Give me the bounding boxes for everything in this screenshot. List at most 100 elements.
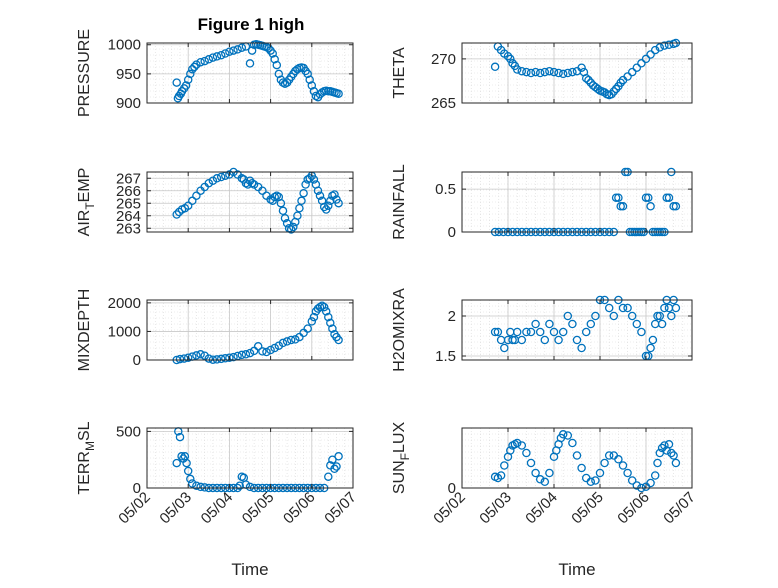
- data-point: [183, 201, 193, 210]
- data-point: [270, 55, 279, 64]
- data-point: [657, 319, 667, 329]
- y-axis-label: PRESSURE: [76, 29, 93, 117]
- y-tick-label: 2000: [108, 295, 141, 312]
- y-axis-label: RAINFALL: [391, 164, 408, 240]
- data-series: [172, 301, 343, 365]
- data-point: [237, 43, 247, 52]
- data-point: [660, 41, 669, 50]
- data-point: [522, 67, 531, 77]
- data-point: [611, 84, 621, 94]
- data-point: [586, 477, 596, 487]
- data-point: [321, 307, 331, 316]
- data-point: [591, 476, 600, 485]
- data-point: [270, 192, 279, 202]
- data-point: [671, 202, 681, 211]
- data-point: [627, 476, 637, 485]
- data-point: [623, 72, 632, 81]
- data-point: [324, 472, 333, 481]
- data-point: [324, 201, 333, 210]
- data-point: [493, 327, 503, 337]
- x-tick-label: 05/05: [568, 489, 607, 528]
- y-tick-label: 1000: [108, 37, 141, 54]
- data-point: [500, 343, 509, 353]
- y-tick-label: 900: [116, 95, 141, 112]
- data-point: [554, 335, 563, 345]
- data-point: [653, 311, 662, 321]
- data-point: [286, 225, 296, 234]
- data-point: [186, 474, 195, 484]
- data-point: [648, 335, 658, 345]
- axes-box: [146, 427, 354, 489]
- data-series: [172, 167, 343, 234]
- data-point: [307, 81, 317, 90]
- data-point: [644, 193, 653, 202]
- data-point: [183, 466, 193, 476]
- data-point: [204, 354, 214, 363]
- data-point: [307, 317, 317, 326]
- data-point: [577, 63, 586, 72]
- axes-box: [461, 299, 693, 361]
- y-tick-label: 0: [448, 480, 456, 497]
- data-point: [593, 84, 602, 94]
- data-point: [175, 432, 185, 442]
- data-point: [531, 67, 540, 77]
- x-tick-label: 05/05: [239, 489, 278, 528]
- y-tick-label: 0: [133, 352, 141, 369]
- data-point: [328, 455, 337, 464]
- y-tick-label: 950: [116, 66, 141, 83]
- x-axis-label: Time: [231, 560, 268, 579]
- data-point: [662, 193, 671, 202]
- data-point: [270, 343, 279, 353]
- data-point: [526, 327, 536, 337]
- data-point: [512, 65, 522, 74]
- data-point: [183, 353, 193, 362]
- data-point: [282, 337, 292, 346]
- data-point: [595, 468, 605, 478]
- data-point: [247, 178, 257, 188]
- data-point: [558, 430, 568, 439]
- data-point: [192, 481, 201, 490]
- data-point: [618, 461, 628, 470]
- data-point: [334, 89, 343, 98]
- data-point: [508, 335, 517, 345]
- data-point: [591, 311, 600, 321]
- data-point: [264, 43, 273, 53]
- data-point: [586, 319, 596, 329]
- data-point: [581, 74, 591, 83]
- data-point: [276, 198, 286, 208]
- data-point: [297, 196, 306, 206]
- data-point: [334, 335, 343, 345]
- data-point: [177, 452, 186, 461]
- data-point: [280, 213, 290, 223]
- data-point: [522, 448, 531, 458]
- y-axis-label: MIXDEPTH: [76, 289, 93, 372]
- data-point: [289, 222, 298, 232]
- data-point: [540, 67, 550, 77]
- data-point: [549, 327, 559, 337]
- data-point: [667, 311, 676, 321]
- data-point: [212, 52, 222, 61]
- subplot-sun-flux: 005/02 05/03 05/04 05/05 05/06 05/07SUNFLUXTi…: [391, 422, 699, 579]
- data-point: [660, 303, 669, 313]
- data-point: [319, 302, 329, 312]
- data-point: [229, 46, 238, 55]
- data-point: [305, 75, 314, 84]
- data-point: [315, 191, 325, 200]
- data-point: [531, 468, 540, 478]
- data-point: [572, 335, 582, 345]
- data-point: [172, 210, 181, 219]
- data-point: [172, 458, 181, 468]
- data-point: [334, 452, 343, 461]
- subplot-pressure: 900 950 1000 PRESSURE: [76, 29, 354, 117]
- data-series: [490, 430, 681, 493]
- data-point: [655, 43, 665, 52]
- data-point: [245, 482, 255, 492]
- data-point: [616, 202, 625, 211]
- data-point: [490, 327, 500, 337]
- data-point: [500, 461, 509, 470]
- x-tick-label: 05/04: [522, 489, 561, 528]
- data-point: [671, 458, 681, 468]
- y-axis-label: TERRMSL: [76, 421, 97, 494]
